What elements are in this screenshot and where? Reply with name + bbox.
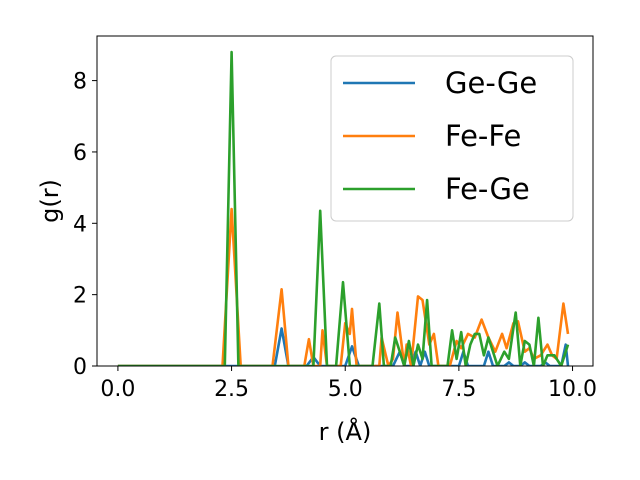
- series-line-fe-fe: [117, 207, 570, 366]
- x-axis: 0.0 2.5 5.0 7.5 10.0: [100, 366, 597, 402]
- y-tick-label: 8: [73, 70, 87, 95]
- legend-label-fe-fe: Fe-Fe: [445, 119, 521, 153]
- y-axis: 0 2 4 6 8: [73, 70, 97, 380]
- x-tick-label: 5.0: [328, 377, 363, 402]
- y-tick-label: 2: [73, 284, 87, 309]
- legend: Ge-Ge Fe-Fe Fe-Ge: [330, 55, 574, 222]
- x-axis-label: r (Å): [319, 417, 372, 446]
- series-layer: [117, 50, 570, 366]
- x-tick-label: 0.0: [100, 377, 135, 402]
- x-tick-label: 2.5: [214, 377, 249, 402]
- x-tick-label: 10.0: [548, 377, 597, 402]
- series-line-fe-ge: [117, 50, 570, 366]
- y-axis-label: g(r): [36, 179, 64, 223]
- y-tick-label: 6: [73, 141, 87, 166]
- legend-label-ge-ge: Ge-Ge: [445, 66, 537, 100]
- legend-box: [330, 55, 574, 222]
- y-tick-label: 0: [73, 355, 87, 380]
- x-tick-label: 7.5: [441, 377, 476, 402]
- legend-label-fe-ge: Fe-Ge: [445, 172, 530, 206]
- y-tick-label: 4: [73, 212, 87, 237]
